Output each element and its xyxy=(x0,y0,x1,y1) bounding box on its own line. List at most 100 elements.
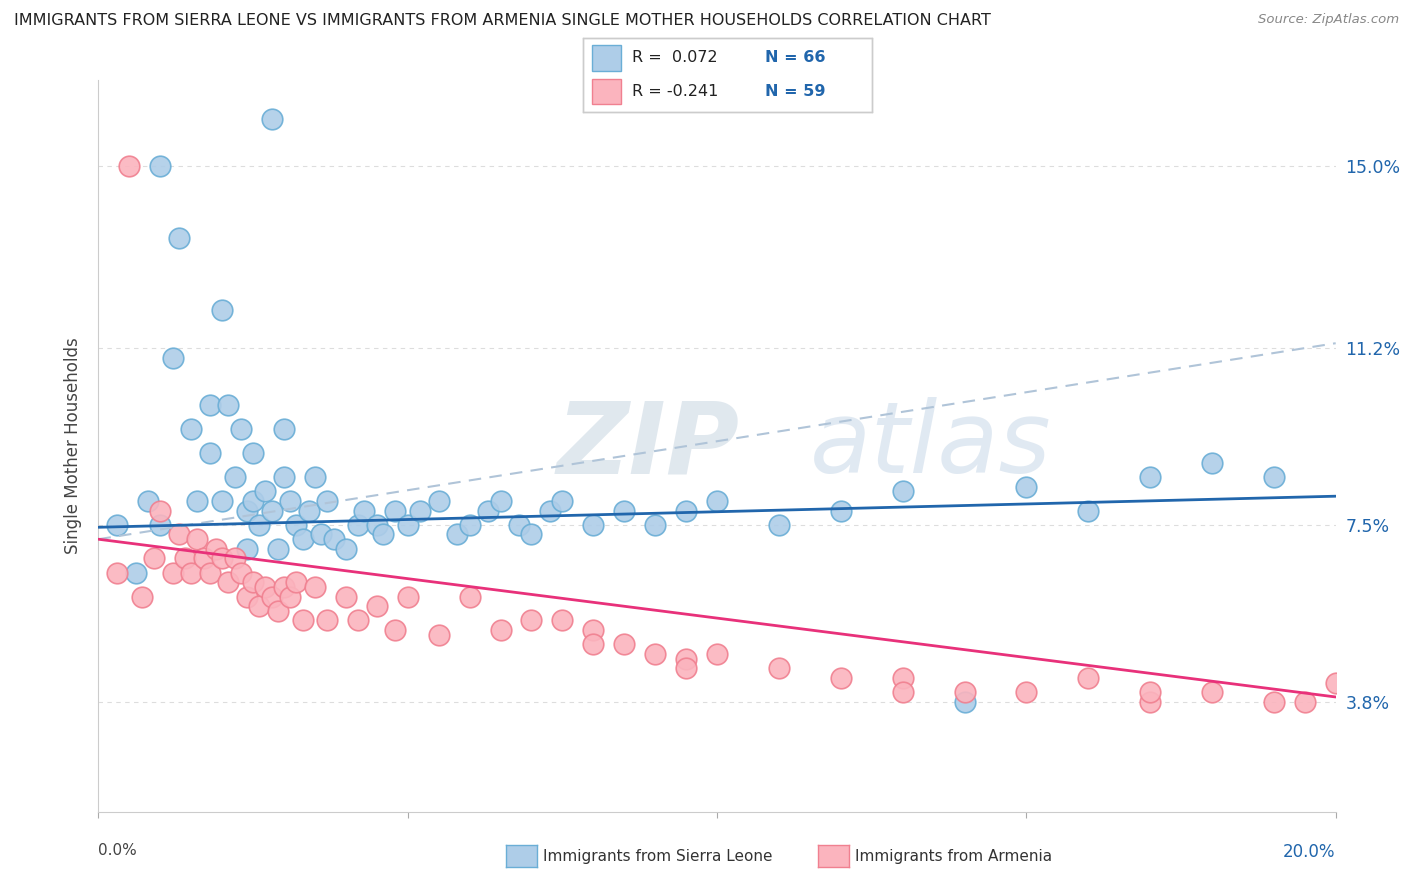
Point xyxy=(198,446,221,460)
Point xyxy=(273,422,295,436)
Point xyxy=(1294,695,1316,709)
Point xyxy=(830,671,852,685)
Point xyxy=(644,647,666,661)
Text: 0.0%: 0.0% xyxy=(98,843,138,858)
Point xyxy=(211,302,233,317)
Point xyxy=(224,470,246,484)
Point xyxy=(131,590,153,604)
Point xyxy=(458,517,481,532)
Point xyxy=(298,503,321,517)
Text: N = 66: N = 66 xyxy=(765,50,825,65)
Point xyxy=(768,517,790,532)
Point xyxy=(260,590,283,604)
Point xyxy=(582,517,605,532)
Point xyxy=(582,623,605,637)
Point xyxy=(489,494,512,508)
Point xyxy=(1263,695,1285,709)
Point xyxy=(309,527,332,541)
Point xyxy=(149,159,172,173)
Point xyxy=(675,661,697,675)
Text: ZIP: ZIP xyxy=(557,398,740,494)
Point xyxy=(186,494,208,508)
Point xyxy=(162,351,184,365)
Point xyxy=(217,575,239,590)
Point xyxy=(180,422,202,436)
Point xyxy=(316,614,339,628)
Point xyxy=(291,614,314,628)
Point xyxy=(891,484,914,499)
Point xyxy=(143,551,166,566)
Point xyxy=(1077,671,1099,685)
Point xyxy=(316,494,339,508)
Point xyxy=(278,494,301,508)
Point xyxy=(1324,675,1347,690)
Point xyxy=(446,527,468,541)
Point xyxy=(149,503,172,517)
Point xyxy=(236,541,259,556)
Point xyxy=(211,494,233,508)
Point xyxy=(458,590,481,604)
Point xyxy=(891,671,914,685)
Point xyxy=(396,590,419,604)
Point xyxy=(285,517,308,532)
Point xyxy=(706,494,728,508)
Point xyxy=(167,231,190,245)
Point xyxy=(285,575,308,590)
Point xyxy=(384,623,406,637)
Text: N = 59: N = 59 xyxy=(765,84,825,99)
Point xyxy=(205,541,228,556)
Point xyxy=(551,614,574,628)
Point xyxy=(427,494,450,508)
Point xyxy=(768,661,790,675)
Point xyxy=(953,685,976,699)
Point xyxy=(1015,685,1038,699)
Point xyxy=(267,541,290,556)
FancyBboxPatch shape xyxy=(592,45,621,70)
Point xyxy=(706,647,728,661)
Point xyxy=(236,503,259,517)
Point xyxy=(180,566,202,580)
Point xyxy=(224,551,246,566)
Point xyxy=(167,527,190,541)
Point xyxy=(242,575,264,590)
Point xyxy=(236,590,259,604)
Point xyxy=(304,580,326,594)
Point xyxy=(260,503,283,517)
Point xyxy=(273,580,295,594)
Point xyxy=(322,533,344,547)
Point xyxy=(105,517,128,532)
Point xyxy=(396,517,419,532)
Point xyxy=(384,503,406,517)
Point xyxy=(267,604,290,618)
Point xyxy=(162,566,184,580)
Point xyxy=(347,517,370,532)
Point xyxy=(254,580,277,594)
Point xyxy=(304,470,326,484)
Point xyxy=(830,503,852,517)
Point xyxy=(118,159,141,173)
Point xyxy=(1201,456,1223,470)
Point xyxy=(229,422,252,436)
Text: IMMIGRANTS FROM SIERRA LEONE VS IMMIGRANTS FROM ARMENIA SINGLE MOTHER HOUSEHOLDS: IMMIGRANTS FROM SIERRA LEONE VS IMMIGRAN… xyxy=(14,13,991,29)
Text: Source: ZipAtlas.com: Source: ZipAtlas.com xyxy=(1258,13,1399,27)
Point xyxy=(953,695,976,709)
Point xyxy=(229,566,252,580)
Point xyxy=(613,503,636,517)
Text: atlas: atlas xyxy=(810,398,1052,494)
Point xyxy=(1077,503,1099,517)
Y-axis label: Single Mother Households: Single Mother Households xyxy=(65,338,83,554)
Point xyxy=(278,590,301,604)
Point xyxy=(347,614,370,628)
Point xyxy=(1139,470,1161,484)
Point xyxy=(1139,685,1161,699)
Point xyxy=(174,551,197,566)
Point xyxy=(242,494,264,508)
Point xyxy=(675,503,697,517)
Point xyxy=(149,517,172,532)
Text: Immigrants from Sierra Leone: Immigrants from Sierra Leone xyxy=(543,849,772,863)
Text: 20.0%: 20.0% xyxy=(1284,843,1336,861)
Point xyxy=(247,517,270,532)
Point xyxy=(1015,480,1038,494)
Point xyxy=(335,541,357,556)
Point xyxy=(1263,470,1285,484)
